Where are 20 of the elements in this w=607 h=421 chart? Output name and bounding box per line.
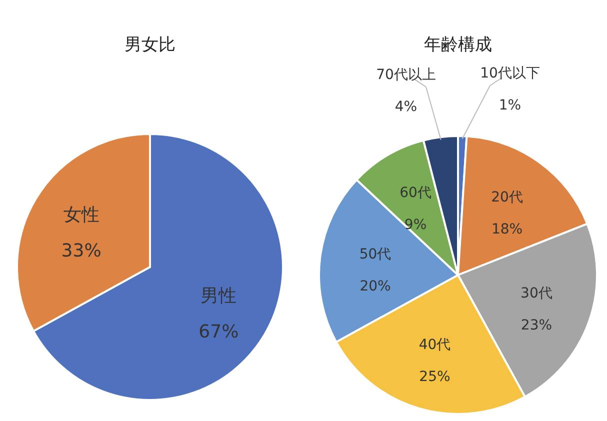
- slice-label: 40代: [418, 337, 451, 354]
- slice-label: 10代以下: [480, 66, 540, 82]
- data-label: 33%: [61, 240, 102, 262]
- data-label: 25%: [419, 369, 450, 386]
- slice-label: 70代以上: [376, 66, 436, 83]
- chart-title: 年齢構成: [424, 35, 492, 55]
- chart-title: 男女比: [124, 35, 176, 55]
- slice-label: 50代: [359, 246, 392, 263]
- slice-label: 30代: [520, 285, 552, 302]
- data-label: 18%: [491, 222, 523, 238]
- slice-label: 20代: [491, 190, 523, 206]
- data-label: 67%: [198, 322, 239, 343]
- data-label: 4%: [394, 98, 418, 115]
- data-label: 20%: [360, 278, 391, 295]
- data-label: 9%: [404, 217, 427, 234]
- slice-label: 60代: [400, 185, 432, 202]
- data-label: 1%: [498, 98, 522, 114]
- data-label: 23%: [520, 317, 552, 334]
- slice-label: 女性: [63, 204, 100, 226]
- slice-label: 男性: [200, 286, 237, 307]
